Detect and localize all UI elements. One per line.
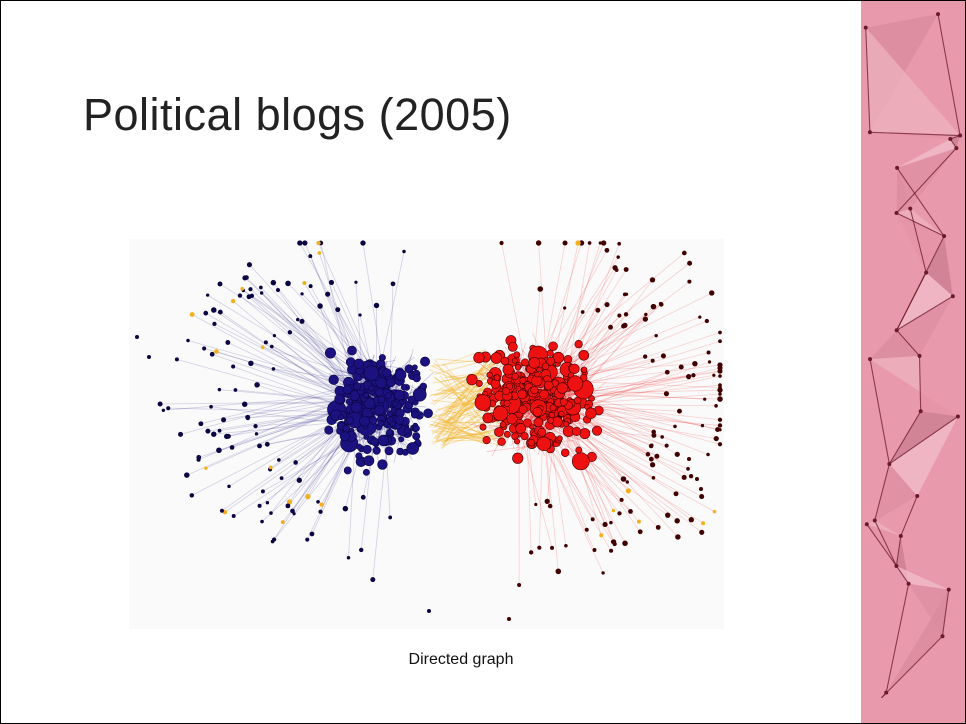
figure-caption: Directed graph — [408, 651, 514, 668]
decorative-sidebar — [861, 1, 965, 723]
polygon-pattern — [861, 1, 965, 723]
network-graph — [135, 240, 723, 621]
slide-title: Political blogs (2005) — [83, 89, 512, 140]
network-figure — [129, 239, 724, 629]
